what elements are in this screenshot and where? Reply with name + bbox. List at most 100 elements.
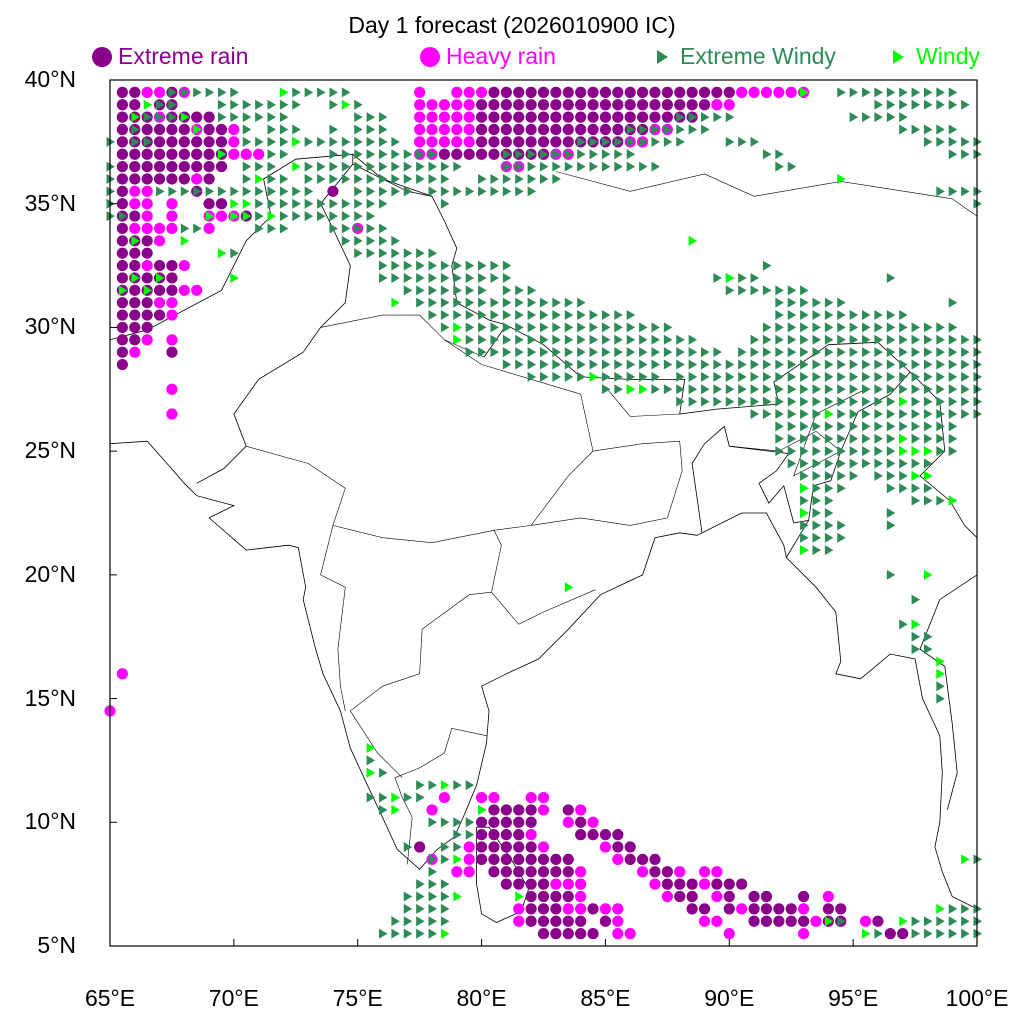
extreme-windy-marker [948,297,958,308]
extreme-windy-marker [267,99,277,110]
extreme-windy-marker [589,334,599,345]
extreme-windy-marker [849,310,859,321]
extreme-windy-marker [267,173,277,184]
extreme-windy-marker [837,458,846,469]
heavy-rain-marker [488,791,500,804]
extreme-windy-marker [812,347,821,358]
extreme-windy-marker [589,149,599,160]
extreme-rain-marker [686,890,698,903]
extreme-windy-marker [775,322,784,333]
extreme-rain-marker [166,123,178,136]
legend-label: Heavy rain [446,43,556,69]
extreme-windy-marker [899,112,908,123]
extreme-windy-marker [515,359,524,370]
extreme-windy-marker [787,359,797,370]
extreme-windy-marker [614,384,623,395]
extreme-windy-marker [787,371,797,382]
extreme-windy-marker [255,186,264,197]
extreme-windy-marker [589,359,599,370]
extreme-rain-marker [475,99,488,111]
extreme-rain-marker [674,86,686,98]
windy-marker [391,297,400,308]
map-title: Day 1 forecast (2026010900 IC) [348,12,676,38]
extreme-windy-marker [961,186,970,197]
extreme-windy-marker [973,396,982,407]
extreme-windy-marker [366,149,376,160]
extreme-windy-marker [416,248,425,259]
extreme-windy-marker [824,433,834,444]
extreme-windy-marker [862,359,871,370]
extreme-windy-marker [416,903,425,914]
extreme-windy-marker [800,495,809,506]
extreme-windy-marker [403,891,413,902]
extreme-windy-marker [267,136,277,147]
extreme-windy-marker [255,223,264,234]
extreme-windy-marker [217,87,227,98]
heavy-rain-marker [203,222,215,235]
extreme-windy-marker [911,384,921,395]
extreme-windy-marker [886,310,896,321]
extreme-windy-marker [886,433,896,444]
extreme-windy-marker [540,334,549,345]
extreme-rain-marker [166,272,178,284]
extreme-rain-marker [166,346,178,358]
extreme-windy-marker [911,409,921,420]
extreme-rain-marker [438,148,451,160]
extreme-rain-marker [475,148,488,160]
extreme-windy-marker [862,347,871,358]
extreme-rain-marker [599,99,612,111]
extreme-windy-marker [973,409,982,420]
heavy-rain-marker [661,890,673,903]
extreme-rain-marker [636,99,649,111]
extreme-windy-marker [812,334,821,345]
lat-tick-label: 35°N [24,189,76,216]
extreme-rain-marker [153,161,166,173]
lat-tick-label: 15°N [24,684,76,711]
extreme-windy-marker [923,396,933,407]
state-border-8 [444,339,581,395]
extreme-windy-marker [911,495,921,506]
extreme-windy-marker [899,359,908,370]
myanmar-border [909,371,978,538]
extreme-windy-marker [936,99,945,110]
heavy-rain-marker [575,804,587,816]
extreme-rain-marker [500,804,512,816]
extreme-rain-marker [153,309,166,321]
extreme-windy-marker [899,124,908,135]
extreme-windy-marker [540,310,549,321]
extreme-windy-marker [911,359,921,370]
extreme-windy-marker [267,186,277,197]
lon-tick-label: 90°E [704,985,755,1011]
extreme-windy-marker [614,149,623,160]
extreme-windy-marker [923,458,933,469]
extreme-windy-marker [552,322,561,333]
extreme-windy-marker [614,322,623,333]
heavy-rain-marker [711,915,723,927]
extreme-windy-marker [267,198,277,209]
heavy-rain-marker [798,928,810,940]
extreme-rain-marker [698,99,711,111]
extreme-rain-marker [488,111,500,123]
extreme-windy-marker [478,173,487,184]
extreme-windy-marker [762,396,772,407]
extreme-rain-marker [661,86,673,98]
heavy-rain-marker [773,86,785,98]
extreme-rain-marker [191,148,203,160]
extreme-windy-marker [911,928,921,939]
windy-marker [824,916,834,927]
extreme-windy-marker [824,446,834,457]
heavy-rain-marker [426,804,438,816]
extreme-rain-marker [116,136,128,148]
extreme-windy-marker [589,161,599,172]
extreme-windy-marker [577,359,586,370]
extreme-windy-marker [564,297,574,308]
extreme-rain-marker [153,173,166,185]
extreme-rain-marker [500,866,512,878]
extreme-windy-marker [502,334,512,345]
extreme-windy-marker [540,161,549,172]
extreme-windy-marker [936,433,945,444]
extreme-windy-marker [527,186,537,197]
extreme-rain-marker [550,890,562,903]
extreme-windy-marker [923,433,933,444]
windy-marker [440,780,450,791]
